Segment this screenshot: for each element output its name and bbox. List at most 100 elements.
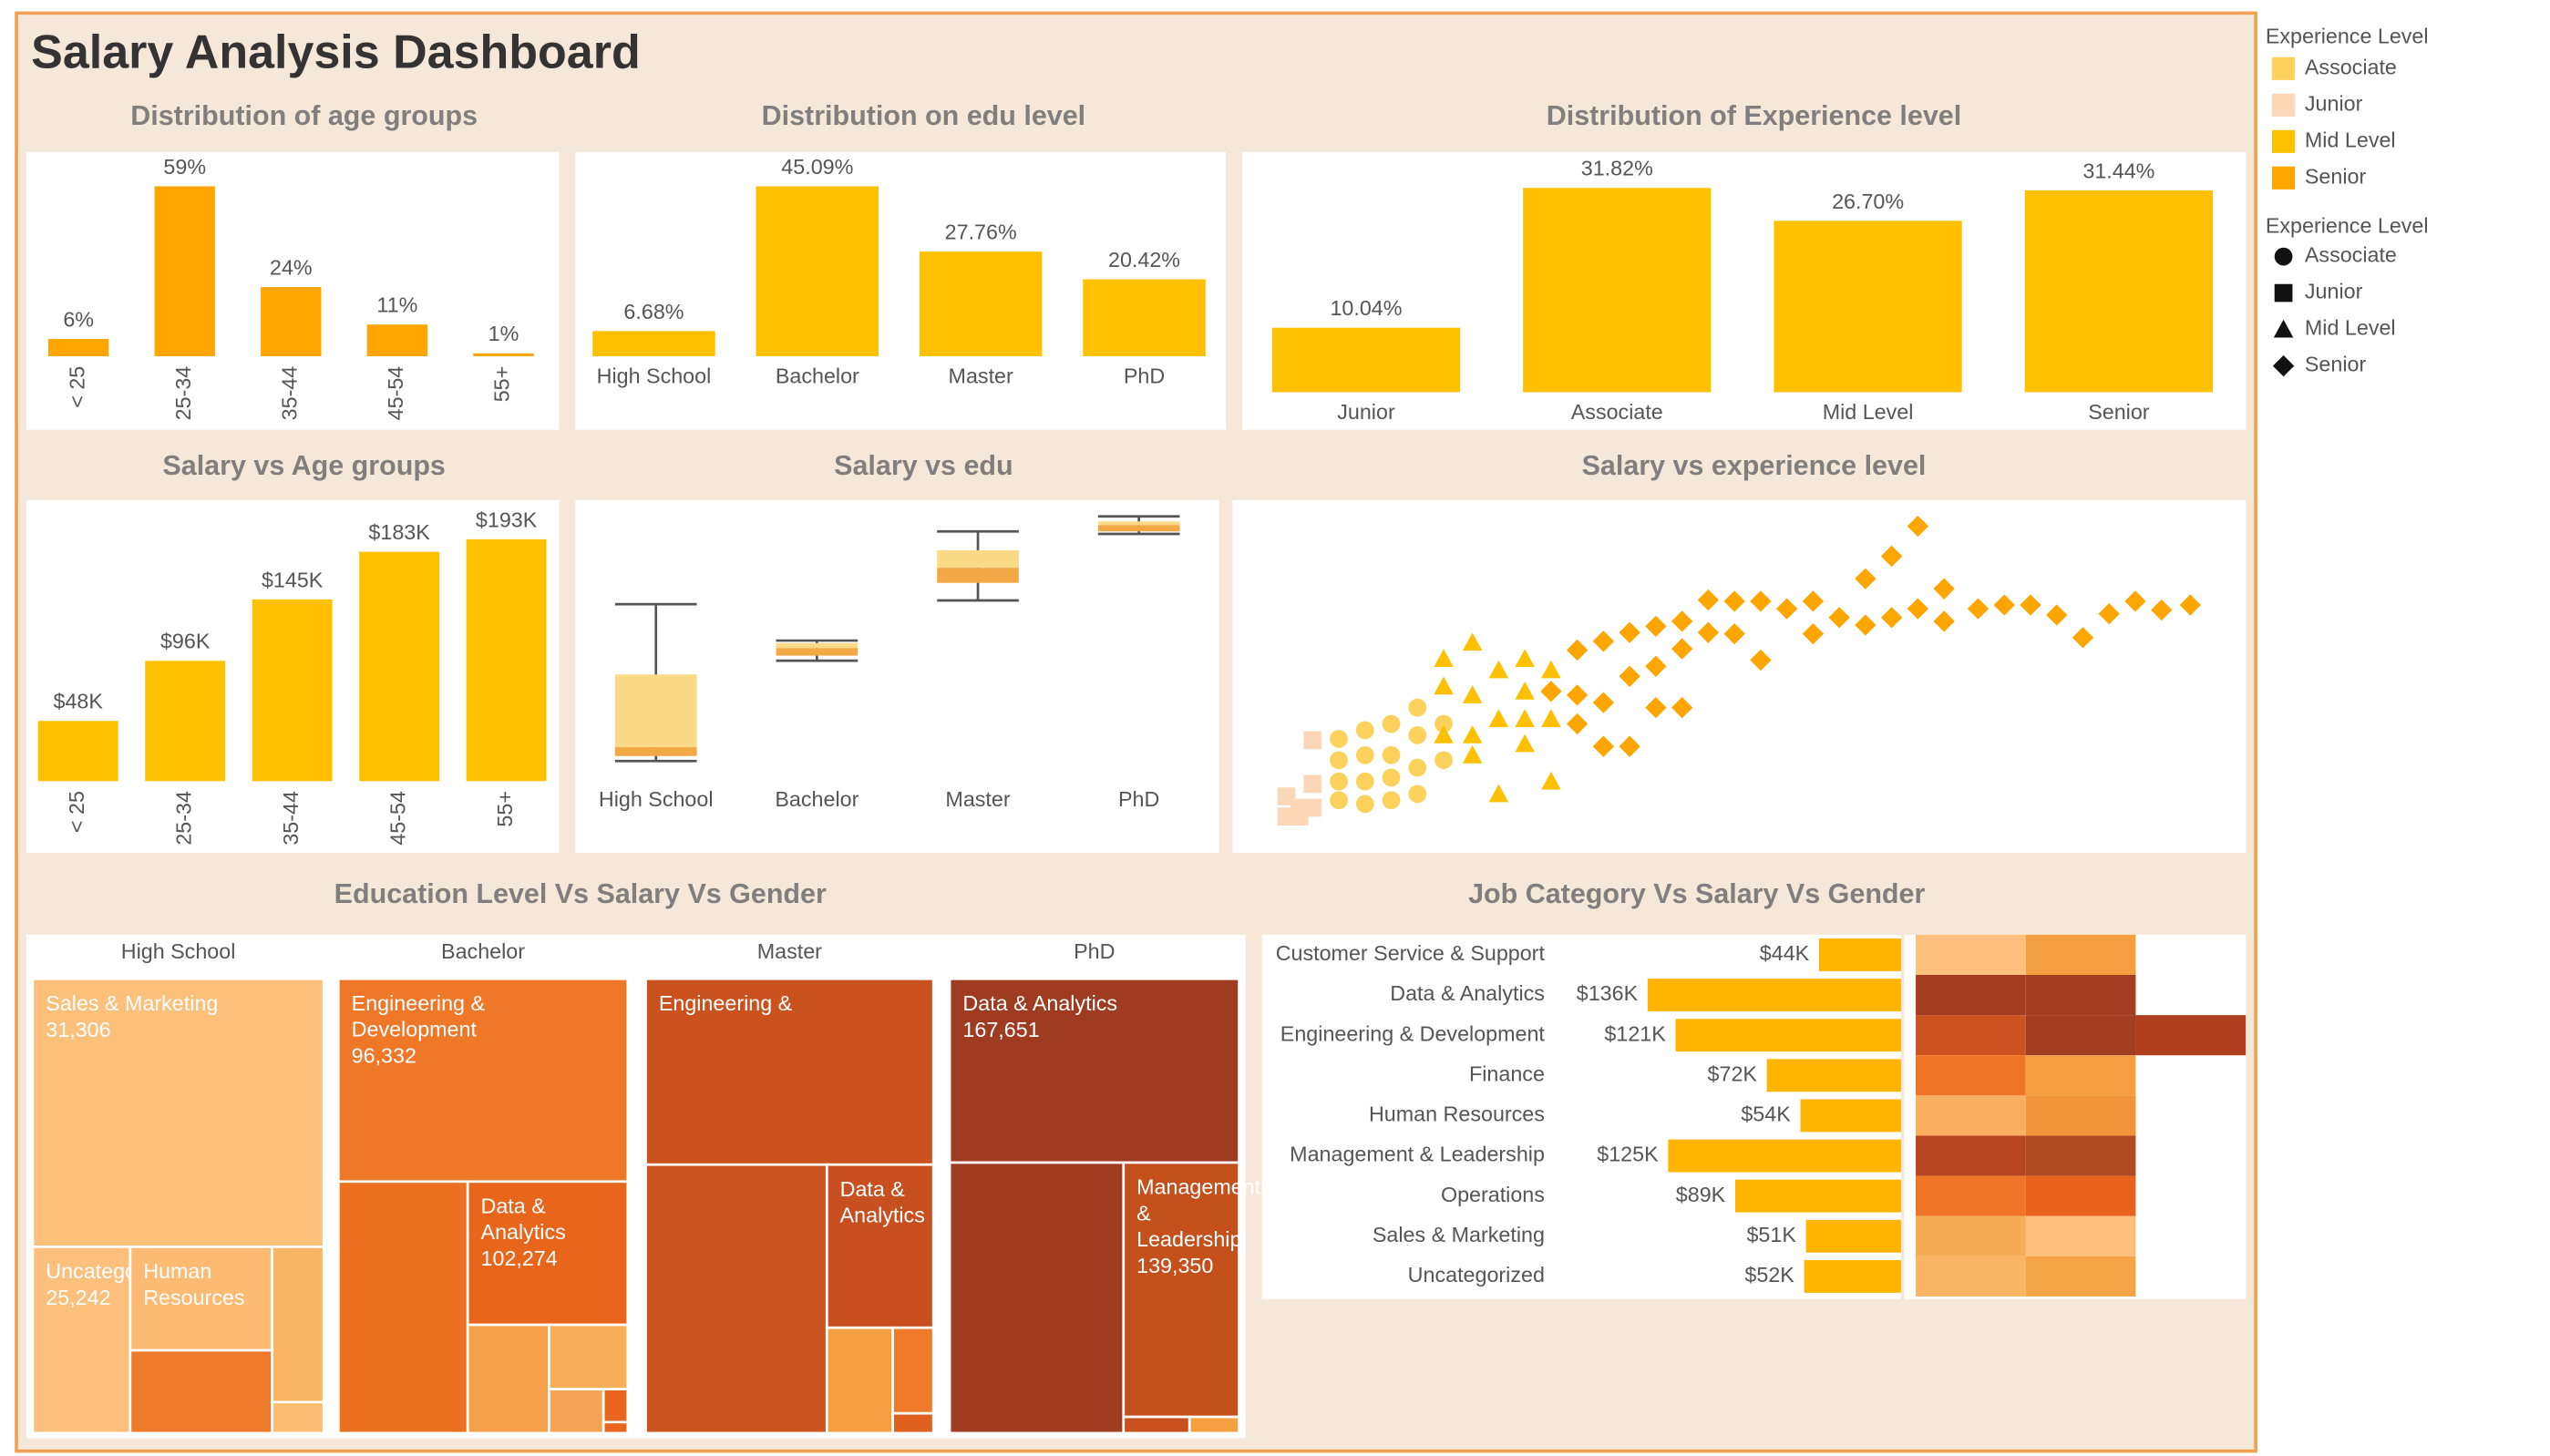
bar xyxy=(592,331,715,356)
treemap-tile xyxy=(129,1348,273,1435)
scatter-point xyxy=(1619,735,1640,757)
scatter-point xyxy=(1515,649,1535,668)
scatter-point xyxy=(1408,698,1427,717)
treemap-tile xyxy=(644,977,935,1166)
treemap-tile xyxy=(271,1246,325,1404)
value-label: $51K xyxy=(1746,1223,1796,1246)
scatter-point xyxy=(1907,515,1929,538)
scatter-point xyxy=(1303,731,1322,750)
tile-label: Human Resources xyxy=(143,1259,244,1309)
treemap-tile xyxy=(891,1326,935,1415)
bar xyxy=(1766,1059,1901,1092)
value-label: 31.44% xyxy=(2082,159,2154,182)
bar xyxy=(1734,1179,1901,1213)
heatmap-cell xyxy=(1916,974,2026,1016)
heatmap-cell xyxy=(2025,1095,2136,1136)
tile-label-line: Development xyxy=(352,1018,478,1041)
treemap-tile xyxy=(271,1400,325,1435)
chart-title: Salary vs edu xyxy=(834,450,1013,481)
treemap-tile xyxy=(336,977,630,1184)
x-tick-label: PhD xyxy=(1124,364,1165,387)
tile-label-line: Human xyxy=(143,1259,218,1283)
x-tick-label: Bachelor xyxy=(776,364,859,387)
y-tick-label: Human Resources xyxy=(1369,1102,1545,1126)
bar xyxy=(1805,1219,1901,1253)
scatter-point xyxy=(1671,610,1693,632)
value-label: $48K xyxy=(54,690,104,713)
heatmap-cell xyxy=(2025,1015,2136,1056)
scatter-point xyxy=(1408,784,1427,804)
scatter-point xyxy=(1330,751,1348,770)
tile-label: Engineering & xyxy=(659,991,793,1015)
tile-label-line: Analytics xyxy=(481,1220,566,1244)
scatter-point xyxy=(1488,784,1509,803)
scatter-point xyxy=(1855,568,1877,590)
scatter-point xyxy=(1540,681,1562,702)
box-upper xyxy=(614,674,697,748)
scatter-point xyxy=(1382,745,1401,764)
scatter-point xyxy=(1993,594,2015,616)
heatmap-cell xyxy=(1916,1095,2026,1136)
value-label: $44K xyxy=(1760,941,1810,965)
scatter-point xyxy=(1434,751,1453,770)
x-tick-label: Master xyxy=(949,364,1013,387)
treemap-tile xyxy=(336,1180,469,1435)
x-tick-label: 35-44 xyxy=(277,366,301,421)
scatter-point xyxy=(1828,607,1850,629)
scatter-point xyxy=(2020,594,2041,616)
tile-label-line: Engineering & xyxy=(659,991,793,1015)
dashboard-title: Salary Analysis Dashboard xyxy=(31,26,641,79)
scatter-point xyxy=(1750,649,1772,672)
legend-label: Senior xyxy=(2305,353,2367,376)
scatter-point xyxy=(1671,696,1693,719)
scatter-point xyxy=(1382,714,1401,733)
treemap-tile xyxy=(602,1420,630,1435)
x-tick-label: Associate xyxy=(1571,400,1663,424)
scatter-point xyxy=(1434,725,1454,743)
scatter-point xyxy=(1382,768,1401,787)
group-label: High School xyxy=(121,939,236,963)
tile-value: 31,306 xyxy=(46,1018,110,1041)
bar xyxy=(1523,188,1712,393)
box-upper xyxy=(776,642,859,649)
value-label: $72K xyxy=(1708,1061,1758,1085)
scatter-point xyxy=(1462,745,1483,764)
scatter-point xyxy=(1355,795,1374,814)
x-tick-label: 55+ xyxy=(490,366,514,403)
scatter-point xyxy=(2098,602,2120,625)
heatmap-cell xyxy=(2135,1015,2247,1056)
heatmap-cell xyxy=(1916,1135,2026,1176)
tile-label-line: Resources xyxy=(143,1286,244,1309)
chart-title: Education Level Vs Salary Vs Gender xyxy=(334,878,827,909)
x-tick-label: 35-44 xyxy=(279,791,303,846)
scatter-point xyxy=(1645,615,1667,638)
treemap-tile xyxy=(1122,1415,1191,1435)
legend-shape xyxy=(2274,283,2293,302)
scatter-point xyxy=(1566,713,1589,735)
tile-label-line: Data & xyxy=(840,1177,911,1201)
value-label: 10.04% xyxy=(1330,296,1402,320)
scatter-point xyxy=(1697,621,1720,643)
tile-label-line: Data & Analytics xyxy=(962,991,1117,1015)
group-label: PhD xyxy=(1074,939,1115,963)
bar xyxy=(1800,1099,1901,1133)
scatter-point xyxy=(1408,725,1427,744)
x-tick-label: 25-34 xyxy=(171,791,195,846)
scatter-point xyxy=(1515,682,1535,700)
bar xyxy=(359,551,440,782)
value-label: $89K xyxy=(1676,1183,1726,1206)
tile-label-line: & xyxy=(1136,1202,1157,1225)
box-upper xyxy=(1097,521,1180,526)
bar xyxy=(47,339,109,356)
chart-title: Distribution on edu level xyxy=(762,100,1086,131)
bar xyxy=(154,186,215,356)
tile-label-line: Leadership xyxy=(1136,1227,1241,1251)
value-label: $125K xyxy=(1597,1143,1659,1166)
scatter-point xyxy=(1855,614,1877,636)
tile-label-line: Analytics xyxy=(840,1204,925,1227)
scatter-point xyxy=(1515,709,1535,727)
bar xyxy=(1774,220,1962,393)
box-lower xyxy=(937,568,1019,583)
scatter-point xyxy=(1330,772,1348,791)
tile-label-line: Sales & Marketing xyxy=(46,991,218,1015)
